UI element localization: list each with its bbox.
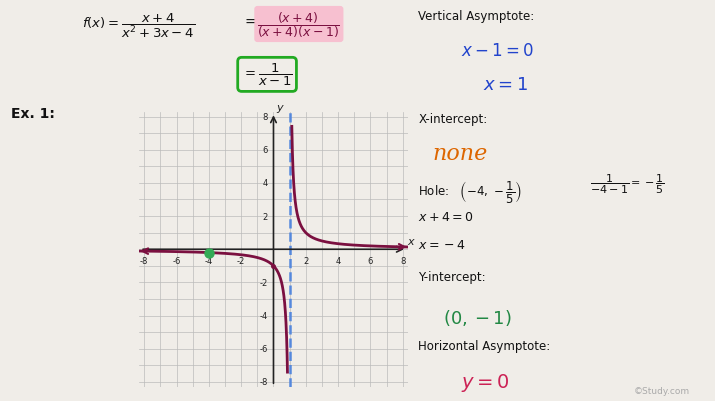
Text: $\dfrac{1}{-4-1}=-\dfrac{1}{5}$: $\dfrac{1}{-4-1}=-\dfrac{1}{5}$ (590, 172, 665, 196)
Text: -6: -6 (260, 344, 268, 353)
Text: $x=-4$: $x=-4$ (418, 239, 466, 251)
Text: 6: 6 (368, 256, 373, 265)
Text: Horizontal Asymptote:: Horizontal Asymptote: (418, 339, 551, 352)
Text: -4: -4 (260, 311, 268, 320)
Text: $x=1$: $x=1$ (483, 76, 528, 94)
Text: 8: 8 (400, 256, 405, 265)
Text: -2: -2 (260, 278, 268, 287)
Text: -2: -2 (237, 256, 245, 265)
Text: -4: -4 (204, 256, 213, 265)
Text: 2: 2 (262, 212, 268, 221)
Text: $\dfrac{(x+4)}{(x+4)(x-1)}$: $\dfrac{(x+4)}{(x+4)(x-1)}$ (257, 10, 340, 40)
Text: Ex. 1:: Ex. 1: (11, 106, 54, 120)
Text: y: y (277, 103, 283, 113)
Text: x: x (408, 236, 414, 246)
Text: none: none (433, 142, 488, 164)
Text: 4: 4 (262, 179, 268, 188)
Text: 4: 4 (335, 256, 341, 265)
Text: 8: 8 (262, 113, 268, 122)
Text: -8: -8 (140, 256, 149, 265)
Text: $=$: $=$ (242, 14, 257, 28)
Text: 6: 6 (262, 146, 268, 155)
Text: Vertical Asymptote:: Vertical Asymptote: (418, 10, 535, 23)
Text: 2: 2 (303, 256, 308, 265)
Text: Hole:   $\left(-4,\,-\dfrac{1}{5}\right)$: Hole: $\left(-4,\,-\dfrac{1}{5}\right)$ (418, 178, 523, 205)
Text: -6: -6 (172, 256, 181, 265)
Text: ©Study.com: ©Study.com (634, 386, 690, 395)
Text: Y-intercept:: Y-intercept: (418, 271, 486, 284)
Text: $y=0$: $y=0$ (461, 371, 510, 393)
Text: X-intercept:: X-intercept: (418, 112, 488, 125)
Text: $f(x) = \dfrac{x+4}{x^2+3x-4}$: $f(x) = \dfrac{x+4}{x^2+3x-4}$ (82, 12, 195, 40)
Text: $(0,-1)$: $(0,-1)$ (443, 307, 512, 327)
Text: $= \dfrac{1}{x-1}$: $= \dfrac{1}{x-1}$ (242, 62, 292, 88)
Text: $x+4=0$: $x+4=0$ (418, 211, 474, 223)
Text: $x-1=0$: $x-1=0$ (461, 42, 534, 60)
Text: -8: -8 (260, 377, 268, 387)
